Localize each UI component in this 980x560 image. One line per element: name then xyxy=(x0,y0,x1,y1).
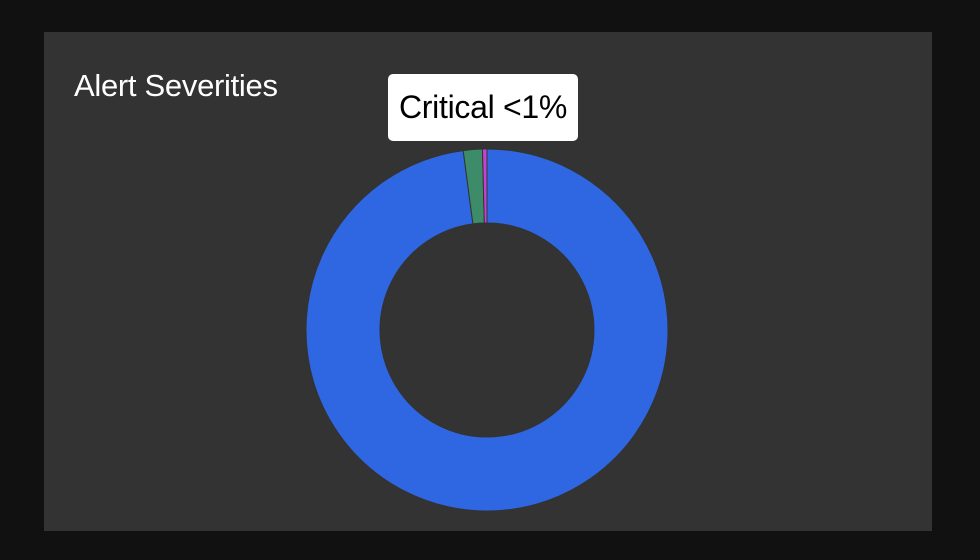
panel-title: Alert Severities xyxy=(74,68,278,103)
donut-chart[interactable] xyxy=(44,32,932,531)
chart-tooltip: Critical <1% xyxy=(388,74,579,141)
alert-severities-panel: Alert Severities Critical <1% xyxy=(44,32,932,531)
donut-slice-critical[interactable] xyxy=(481,148,488,224)
donut-slice-slice-1[interactable] xyxy=(305,148,669,512)
